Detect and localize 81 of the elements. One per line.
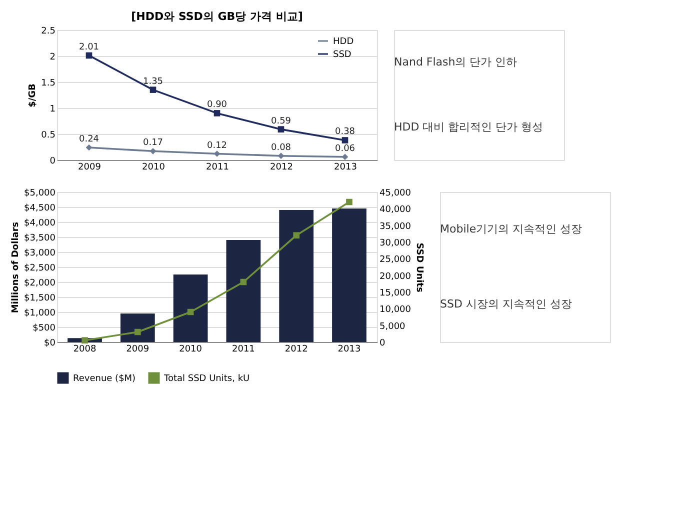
x-tick-label: 2011: [232, 344, 255, 354]
y-tick-label: $3,000: [24, 248, 56, 258]
x-tick-label: 2013: [334, 162, 357, 172]
y2-tick-label: 30,000: [380, 238, 412, 248]
point: [214, 150, 220, 157]
point: [342, 154, 348, 160]
point: [134, 328, 141, 336]
x-tick-label: 2010: [142, 162, 166, 172]
data-label: 0.38: [334, 127, 356, 138]
y-axis-title: Millions of Dollars: [11, 222, 22, 314]
chart-title: [HDD와 SSD의 GB당 가격 비교]: [131, 10, 303, 23]
x-tick-label: 2010: [179, 344, 202, 354]
x-tick-label: 2012: [270, 162, 293, 172]
legend-label: HDD: [333, 37, 354, 47]
point: [86, 144, 92, 151]
y-tick-label: $2,500: [24, 264, 56, 274]
y2-tick-label: 20,000: [380, 272, 412, 282]
y-tick-label: 0.5: [41, 130, 56, 140]
y-tick-label: $4,000: [24, 218, 56, 228]
bar: [120, 314, 155, 342]
y-tick-label: 2.5: [41, 26, 56, 36]
data-label: 0.24: [78, 134, 100, 145]
bar: [173, 274, 208, 342]
legend-label: SSD: [333, 50, 352, 60]
data-label: 2.01: [78, 42, 100, 52]
y-tick-label: $3,500: [24, 234, 56, 244]
point: [86, 52, 92, 59]
point: [214, 110, 220, 116]
y-tick-label: $5,000: [24, 188, 56, 198]
x-tick-label: 2009: [78, 162, 102, 172]
y-tick-label: 1.5: [41, 78, 56, 88]
data-label: 0.17: [142, 138, 164, 148]
point: [150, 86, 156, 93]
y2-axis-title: SSD Units: [414, 242, 424, 292]
y-tick-label: $500: [32, 324, 56, 334]
point: [278, 152, 284, 159]
y2-tick-label: 35,000: [380, 222, 412, 232]
y2-tick-label: 25,000: [380, 255, 412, 266]
y2-tick-label: 10,000: [380, 305, 412, 316]
x-tick-label: 2013: [338, 344, 361, 354]
text: HDD 대비 합리적인 단가 형성: [394, 120, 544, 134]
point: [82, 337, 88, 344]
text: Nand Flash의 단가 인하: [394, 56, 518, 68]
data-label: 0.59: [270, 116, 292, 126]
y2-tick-label: 5,000: [380, 322, 406, 332]
y-tick-label: $1,500: [24, 294, 56, 304]
x-tick-label: 2011: [206, 162, 229, 172]
point: [346, 198, 352, 206]
x-tick-label: 2008: [73, 344, 96, 354]
point: [278, 126, 284, 132]
text: Mobile기기의 지속적인 성장: [440, 222, 582, 236]
point: [342, 137, 348, 144]
y-tick-label: 0: [50, 156, 56, 166]
y-tick-label: $2,000: [24, 278, 56, 288]
data-label: 0.06: [334, 144, 356, 154]
data-label: 0.08: [270, 142, 292, 153]
point: [187, 308, 194, 316]
y-tick-label: 1: [50, 104, 56, 114]
point: [240, 278, 247, 286]
bar: [279, 210, 314, 342]
data-label: 0.12: [206, 140, 228, 151]
legend-label: Revenue ($M): [73, 374, 136, 384]
text: SSD 시장의 지속적인 성장: [440, 298, 572, 310]
y-tick-label: 2: [50, 52, 56, 62]
x-tick-label: 2009: [126, 344, 150, 354]
y-tick-label: $0: [44, 338, 56, 348]
y2-tick-label: 40,000: [380, 205, 412, 216]
bar: [332, 208, 366, 342]
data-label: 0.90: [206, 100, 228, 110]
data-label: 1.35: [142, 76, 164, 87]
y2-tick-label: 0: [380, 338, 386, 348]
point: [150, 148, 156, 154]
point: [293, 232, 300, 238]
y-tick-label: $4,500: [24, 204, 56, 214]
y-tick-label: $1,000: [24, 308, 56, 318]
legend-label: Total SSD Units, kU: [163, 374, 250, 384]
bar: [226, 240, 261, 342]
y-axis-title: $/GB: [28, 83, 38, 108]
x-tick-label: 2012: [284, 344, 308, 354]
y2-tick-label: 45,000: [380, 188, 412, 198]
y2-tick-label: 15,000: [380, 288, 412, 298]
